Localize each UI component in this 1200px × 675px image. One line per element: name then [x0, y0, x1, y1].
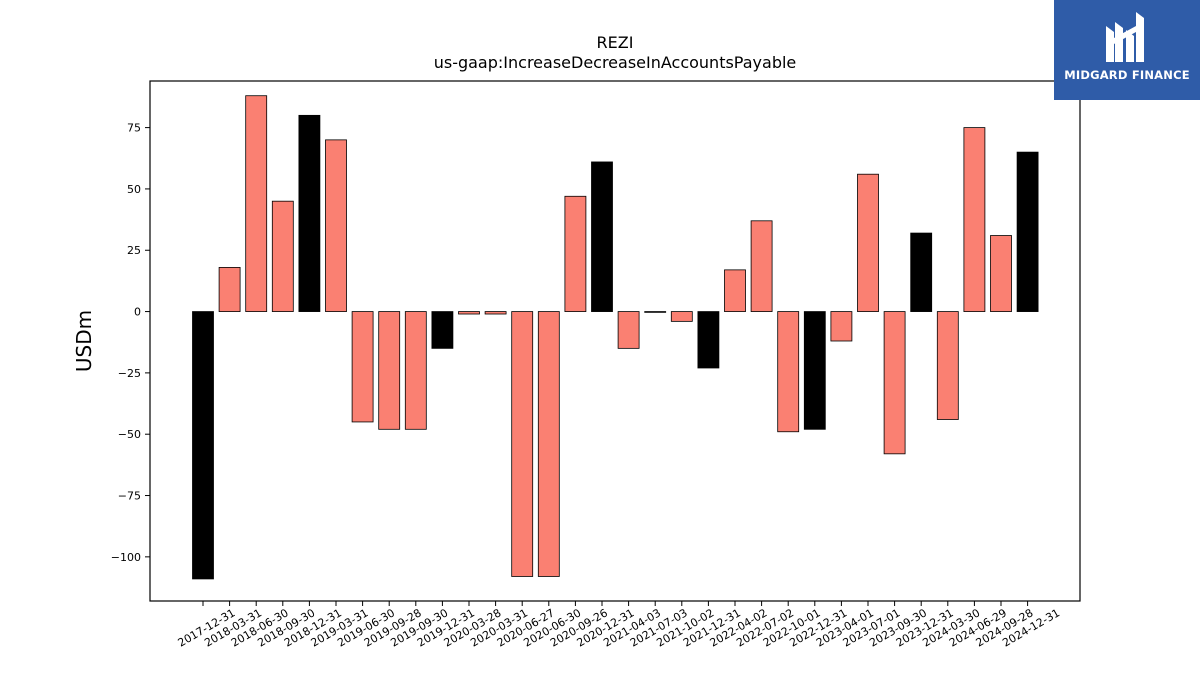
x-ticks-group: 2017-12-312018-03-312018-06-302018-09-30…: [176, 601, 1062, 650]
bar-2022-07-02: [750, 220, 773, 312]
bar-2021-10-02: [670, 311, 693, 322]
y-tick-label: −50: [118, 428, 141, 441]
bar-2023-04-01: [830, 311, 853, 342]
logo-text: MIDGARD FINANCE: [1064, 68, 1190, 82]
bar-2023-12-31: [910, 232, 933, 312]
y-ticks-group: −100 −75 −50 −25 0 25 50 75: [111, 122, 150, 564]
y-tick-label: 0: [134, 306, 141, 319]
bar-2024-09-28: [990, 235, 1012, 312]
y-tick-label: −25: [118, 367, 141, 380]
bar-2018-12-31: [298, 114, 321, 312]
bar-2023-09-30: [883, 311, 906, 455]
bar-2018-06-30: [245, 95, 268, 312]
bars-group: [192, 95, 1039, 580]
bar-2021-04-03: [617, 311, 640, 349]
bar-2019-03-31: [325, 139, 347, 312]
y-tick-label: −75: [118, 490, 141, 503]
bar-2020-03-28: [458, 311, 480, 315]
bar-2023-07-01: [857, 173, 879, 312]
bar-2019-09-30: [404, 311, 427, 430]
bar-2020-03-31: [484, 311, 507, 315]
bar-2019-09-28: [378, 311, 401, 430]
bar-2022-12-31: [803, 311, 826, 430]
bar-2021-07-03: [644, 311, 667, 313]
chart-title: REZI: [597, 33, 634, 52]
bar-2020-06-27: [511, 311, 534, 577]
bar-2017-12-31: [192, 311, 214, 580]
bar-2019-12-31: [431, 311, 454, 349]
bar-2018-03-31: [218, 267, 241, 312]
bar-2022-10-01: [777, 311, 800, 433]
y-tick-label: −100: [111, 551, 141, 564]
y-tick-label: 75: [127, 122, 141, 135]
y-tick-label: 25: [127, 244, 141, 257]
y-tick-label: 50: [127, 183, 141, 196]
bar-2024-03-30: [936, 311, 959, 420]
bar-2020-12-31: [591, 161, 613, 312]
bar-2021-12-31: [697, 311, 720, 369]
bar-2022-04-02: [724, 269, 746, 312]
midgard-logo-icon: [1106, 12, 1144, 62]
bar-2020-09-26: [564, 195, 587, 312]
bar-2020-06-30: [537, 311, 560, 577]
logo-badge: MIDGARD FINANCE: [1054, 0, 1200, 100]
bar-2018-09-30: [271, 200, 294, 312]
plot-frame: [149, 80, 1081, 602]
bar-2019-06-30: [351, 311, 374, 423]
bar-2024-06-29: [963, 127, 986, 312]
chart-subtitle: us-gaap:IncreaseDecreaseInAccountsPayabl…: [434, 53, 797, 72]
bar-2024-12-31: [1016, 151, 1039, 312]
y-axis-label: USDm: [72, 310, 96, 372]
